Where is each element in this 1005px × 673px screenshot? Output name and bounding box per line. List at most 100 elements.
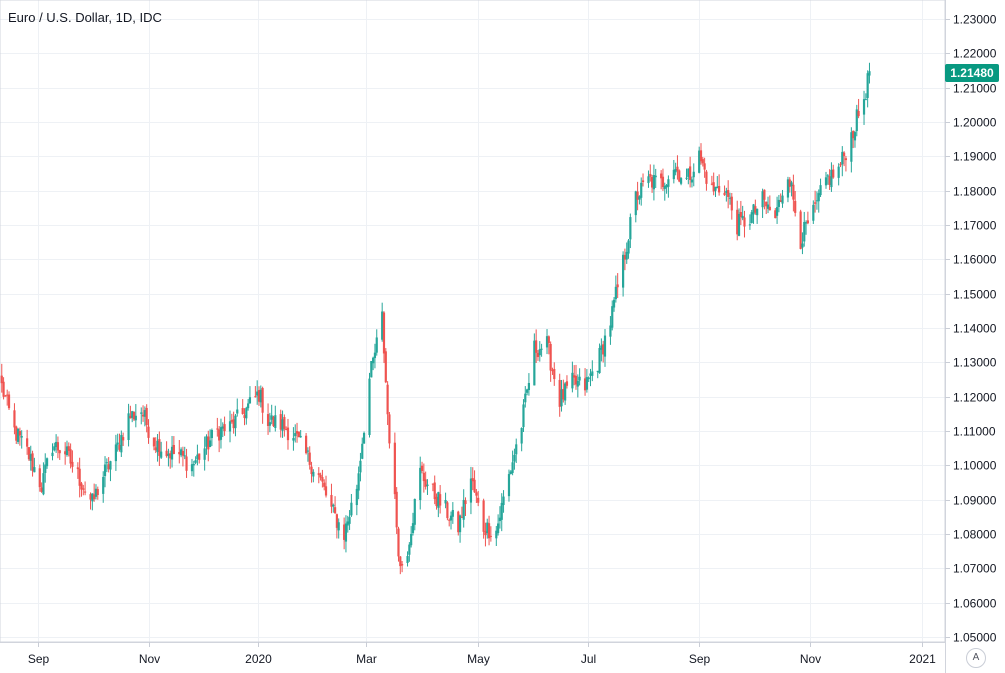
- candle-body: [484, 531, 487, 536]
- candle-up: [458, 514, 462, 543]
- candle-body: [754, 206, 757, 213]
- candle-up: [167, 448, 170, 467]
- candle-body: [344, 523, 348, 542]
- candle-up: [625, 242, 628, 264]
- candle-up: [337, 518, 340, 539]
- candle-up: [815, 191, 819, 210]
- candle-body: [727, 190, 730, 197]
- candle-up: [533, 333, 536, 386]
- candle-up: [864, 93, 867, 101]
- candle-body: [761, 191, 764, 208]
- candle-body: [756, 208, 759, 216]
- candle-body: [261, 388, 264, 413]
- candle-up: [786, 176, 790, 203]
- candle-up: [545, 329, 549, 355]
- candle-body: [337, 522, 340, 531]
- candle-body: [370, 360, 373, 378]
- candle-body: [444, 500, 447, 504]
- y-axis[interactable]: 1.23000 1.22000 1.21000 1.20000 1.19000 1.180…: [945, 13, 997, 645]
- candle-down: [304, 432, 308, 455]
- y-tick-label: 1.16000: [953, 253, 997, 267]
- candle-body: [64, 451, 67, 455]
- x-axis[interactable]: Sep Nov 2020 Mar May Jul Sep Nov 2021: [28, 642, 936, 666]
- candle-down: [321, 469, 324, 488]
- candle-down: [553, 362, 556, 386]
- candle-body: [312, 471, 315, 477]
- candle-up: [469, 466, 473, 515]
- candle-body: [690, 179, 694, 183]
- candle-up: [803, 211, 806, 247]
- candle-up: [20, 430, 23, 449]
- candle-body: [638, 196, 641, 200]
- candle-down: [705, 169, 708, 191]
- x-tick-label: Nov: [800, 652, 821, 666]
- candle-down: [574, 364, 578, 390]
- candle-down: [473, 470, 476, 493]
- x-tick-label: Sep: [689, 652, 711, 666]
- candle-body: [245, 407, 248, 419]
- candle-up: [609, 316, 612, 345]
- candle-body: [625, 251, 628, 260]
- candle-up: [612, 297, 616, 312]
- candle-up: [777, 194, 780, 213]
- candle-body: [565, 381, 569, 386]
- candle-body: [185, 456, 188, 471]
- candle-body: [576, 380, 579, 387]
- candle-down: [424, 471, 427, 490]
- candle-up: [495, 525, 498, 546]
- candle-body: [685, 177, 688, 179]
- candle-body: [343, 524, 346, 540]
- candle-body: [786, 179, 790, 198]
- candle-body: [399, 556, 402, 567]
- candle-down: [616, 273, 619, 299]
- auto-scale-button[interactable]: A: [966, 648, 986, 668]
- candle-up: [268, 412, 271, 433]
- candle-body: [420, 465, 424, 471]
- candle-body: [419, 467, 422, 501]
- candle-down: [89, 492, 92, 510]
- candle-up: [647, 170, 650, 188]
- candle-body: [560, 389, 563, 407]
- candle-up: [16, 427, 20, 445]
- y-tick-label: 1.22000: [953, 47, 997, 61]
- candle-body: [623, 255, 627, 260]
- candle-body: [636, 191, 639, 200]
- candle-down: [739, 200, 742, 226]
- candle-body: [672, 169, 675, 180]
- candle-body: [507, 474, 511, 497]
- candle-body: [6, 394, 9, 396]
- candle-up: [502, 490, 505, 513]
- candle-body: [424, 479, 427, 487]
- candle-up: [359, 452, 362, 482]
- candle-body: [477, 497, 480, 503]
- candle-down: [132, 411, 136, 422]
- candle-body: [308, 452, 311, 465]
- candle-body: [236, 409, 239, 414]
- candle-up: [540, 343, 543, 357]
- candle-up: [665, 184, 668, 194]
- candle-body: [728, 197, 732, 199]
- candle-up: [812, 200, 815, 224]
- candle-body: [196, 454, 199, 460]
- candle-body: [103, 464, 107, 477]
- candle-body: [433, 482, 436, 500]
- candle-up: [571, 361, 574, 393]
- candle-up: [312, 469, 315, 483]
- candle-up: [837, 163, 840, 186]
- grid: [0, 0, 945, 642]
- candle-up: [190, 458, 194, 477]
- candle-up: [781, 189, 784, 208]
- candle-body: [198, 453, 201, 460]
- candle-body: [533, 340, 536, 386]
- candle-body: [513, 454, 516, 462]
- x-tick-label: Jul: [581, 652, 596, 666]
- candle-body: [589, 373, 592, 376]
- candle-body: [160, 451, 163, 458]
- candle-down: [699, 143, 703, 165]
- candle-down: [26, 429, 29, 455]
- candle-body: [748, 224, 752, 226]
- candle-body: [857, 110, 860, 117]
- candle-up: [350, 493, 353, 517]
- candle-up: [292, 427, 295, 451]
